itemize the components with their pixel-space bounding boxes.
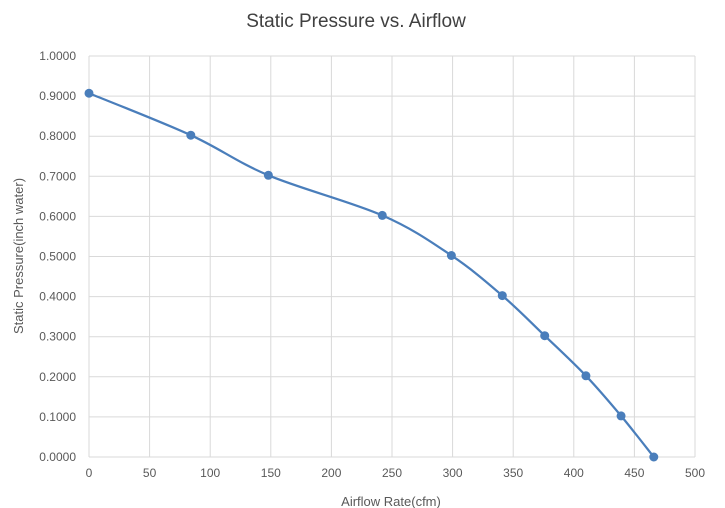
data-point — [649, 452, 659, 462]
y-tick-labels: 0.0000 0.1000 0.2000 0.3000 0.4000 0.5000 0.60… — [39, 49, 76, 464]
data-point — [263, 170, 273, 180]
y-axis-label: Static Pressure(inch water) — [11, 178, 26, 334]
y-tick-label: 0.3000 — [39, 330, 76, 344]
data-point — [446, 250, 456, 260]
data-point — [540, 331, 550, 341]
data-point — [497, 291, 507, 301]
x-tick-label: 350 — [503, 466, 523, 480]
y-tick-label: 0.0000 — [39, 450, 76, 464]
series-line — [87, 92, 655, 459]
x-tick-label: 400 — [564, 466, 584, 480]
x-tick-label: 250 — [382, 466, 402, 480]
data-point — [84, 88, 94, 98]
y-tick-label: 0.1000 — [39, 410, 76, 424]
y-tick-label: 1.0000 — [39, 49, 76, 63]
data-point — [186, 130, 196, 140]
x-tick-label: 50 — [143, 466, 157, 480]
y-tick-label: 0.7000 — [39, 169, 76, 183]
x-axis-label: Airflow Rate(cfm) — [341, 494, 441, 508]
x-tick-label: 150 — [261, 466, 281, 480]
y-tick-label: 0.4000 — [39, 290, 76, 304]
data-point — [581, 371, 591, 381]
chart-title: Static Pressure vs. Airflow — [246, 11, 466, 32]
data-point — [616, 411, 626, 421]
y-tick-label: 0.5000 — [39, 250, 76, 264]
y-tick-label: 0.6000 — [39, 209, 76, 223]
x-tick-label: 500 — [685, 466, 705, 480]
y-tick-label: 0.9000 — [39, 89, 76, 103]
x-tick-label: 100 — [200, 466, 220, 480]
series-group — [84, 88, 659, 462]
data-point — [377, 210, 387, 220]
x-tick-label: 200 — [321, 466, 341, 480]
y-tick-label: 0.2000 — [39, 370, 76, 384]
x-tick-label: 450 — [624, 466, 644, 480]
x-tick-labels: 0 50 100 150 200 250 300 350 400 450 500 — [86, 466, 706, 480]
x-tick-label: 300 — [443, 466, 463, 480]
x-tick-label: 0 — [86, 466, 93, 480]
y-tick-label: 0.8000 — [39, 129, 76, 143]
